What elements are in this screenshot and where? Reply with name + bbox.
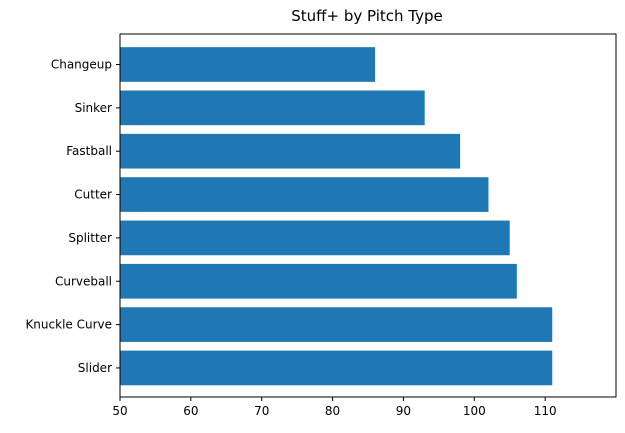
chart-title: Stuff+ by Pitch Type (291, 7, 443, 25)
y-tick-label: Fastball (66, 144, 112, 158)
y-tick-label: Knuckle Curve (25, 318, 112, 332)
bar-changeup (120, 47, 376, 82)
y-axis-ticks: Changeup Sinker Fastball Cutter Splitter Curv… (25, 58, 120, 375)
bar-slider (120, 350, 553, 386)
y-tick-label: Cutter (74, 188, 112, 202)
x-tick-label: 90 (396, 404, 411, 418)
bars (120, 47, 553, 386)
bar-cutter (120, 177, 489, 212)
y-tick-label: Splitter (68, 231, 112, 245)
plot-frame (119, 33, 617, 398)
x-axis-ticks: 50 60 70 80 90 100 110 (112, 397, 557, 418)
x-tick-label: 80 (325, 404, 340, 418)
bar-fastball (120, 133, 461, 169)
bar-splitter (120, 220, 510, 256)
x-tick-label: 60 (183, 404, 198, 418)
y-tick-label: Slider (78, 361, 112, 375)
bar-curveball (120, 263, 517, 299)
x-tick-label: 110 (534, 404, 557, 418)
x-tick-label: 70 (254, 404, 269, 418)
x-tick-label: 50 (112, 404, 127, 418)
x-tick-label: 100 (463, 404, 486, 418)
y-tick-label: Curveball (55, 274, 112, 288)
y-tick-label: Sinker (75, 101, 112, 115)
bar-sinker (120, 90, 425, 126)
bar-knuckle-curve (120, 307, 553, 342)
y-tick-label: Changeup (51, 58, 112, 72)
